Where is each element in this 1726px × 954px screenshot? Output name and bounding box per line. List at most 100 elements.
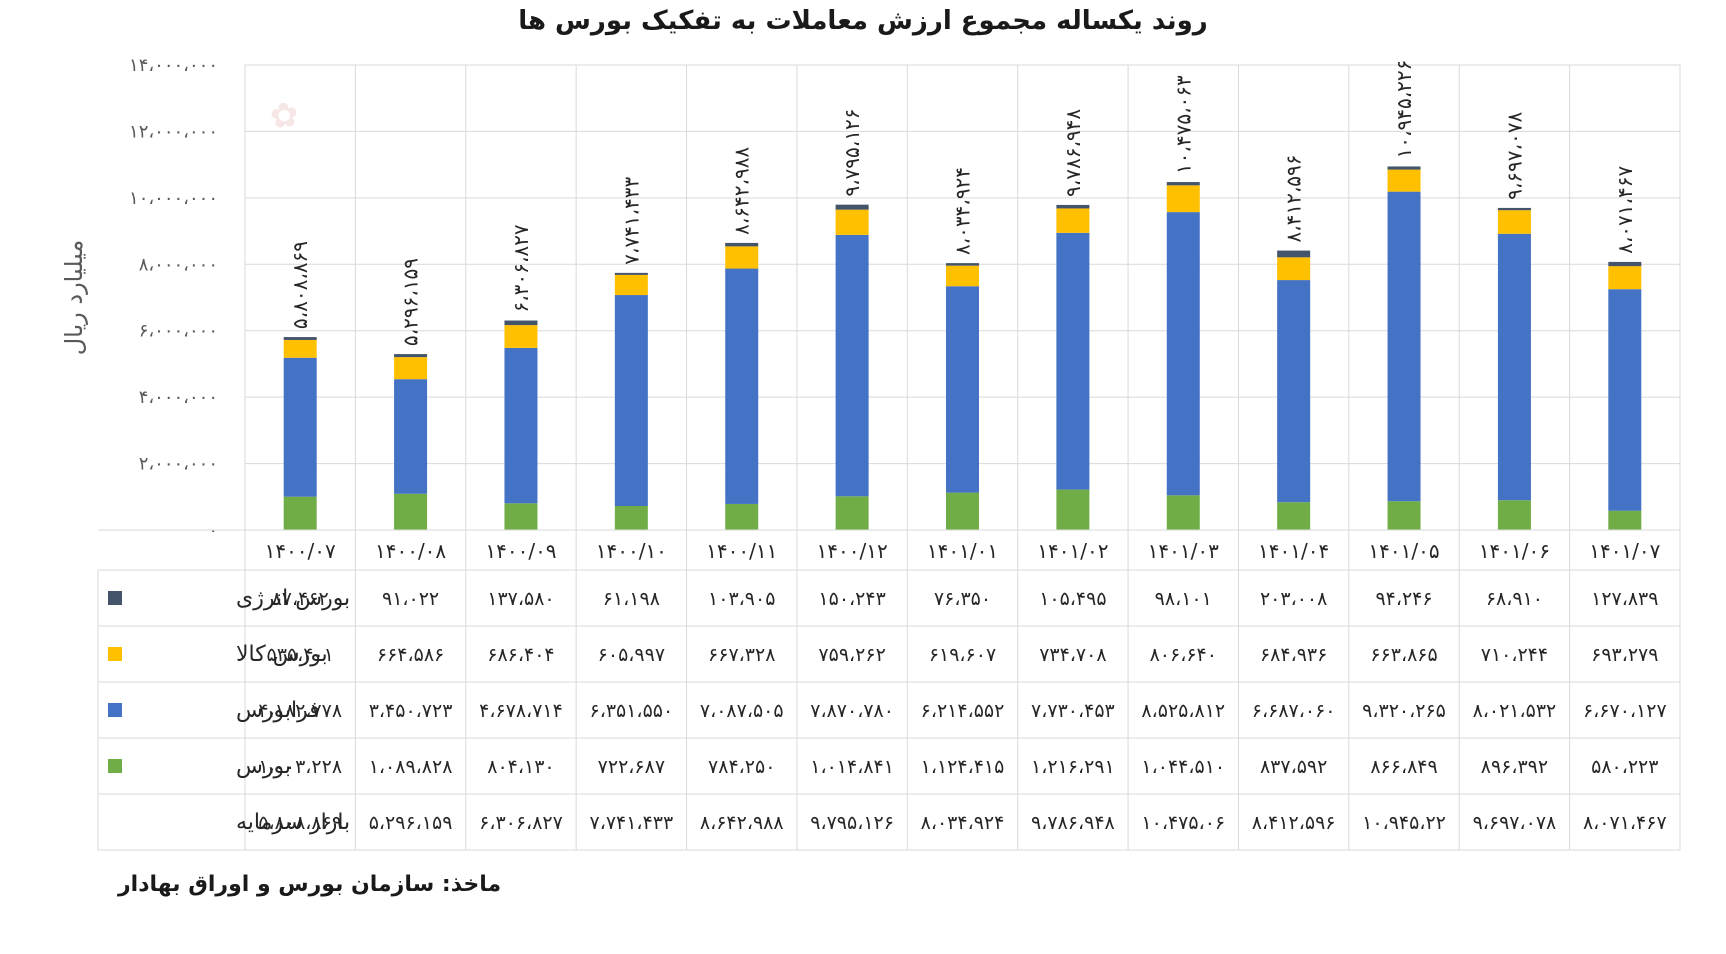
table-cell: ۸۹۶،۳۹۲ <box>1481 756 1548 778</box>
bar-segment <box>946 286 979 493</box>
table-cell: ۱،۰۰۳،۲۲۸ <box>258 756 342 778</box>
table-cell: ۹۴،۲۴۶ <box>1375 588 1432 610</box>
bar-segment <box>1166 495 1200 530</box>
bar-segment <box>725 503 759 530</box>
bar-segment <box>1497 500 1531 530</box>
table-cell: ۱۰۵،۴۹۵ <box>1039 588 1106 610</box>
chart-title: روند یکساله مجموع ارزش معاملات به تفکیک … <box>518 6 1208 36</box>
table-cell: ۱،۱۲۴،۴۱۵ <box>921 756 1005 778</box>
x-tick-label: ۱۴۰۰/۱۰ <box>596 539 667 563</box>
y-tick-label: ۲،۰۰۰،۰۰۰ <box>139 454 218 475</box>
table-cell: ۶،۶۸۷،۰۶۰ <box>1252 700 1336 722</box>
bar-segment <box>835 204 869 210</box>
table-cell: ۶۱،۱۹۸ <box>603 588 660 610</box>
table-cell: ۶۶۷،۳۲۸ <box>708 644 775 666</box>
table-cell: ۱۰،۴۷۵،۰۶ <box>1141 812 1225 834</box>
x-tick-label: ۱۴۰۱/۰۳ <box>1148 539 1219 563</box>
table-cell: ۹،۶۹۷،۰۷۸ <box>1473 812 1557 834</box>
bar-segment <box>1387 191 1421 502</box>
table-cell: ۶۰۵،۹۹۷ <box>598 644 665 666</box>
bar-total-label: ۸،۴۱۲،۵۹۶ <box>1282 154 1306 242</box>
bar-total-label: ۹،۷۸۶،۹۴۸ <box>1061 109 1085 197</box>
table-cell: ۷،۰۸۷،۵۰۵ <box>700 700 784 722</box>
bar-segment <box>614 274 648 296</box>
table-cell: ۱،۰۱۴،۸۴۱ <box>810 756 894 778</box>
table-cell: ۸،۵۲۵،۸۱۲ <box>1141 700 1225 722</box>
table-cell: ۶۸،۹۱۰ <box>1486 588 1543 610</box>
table-cell: ۱۲۷،۸۳۹ <box>1591 588 1658 610</box>
bar-segment <box>1608 510 1642 530</box>
x-tick-label: ۱۴۰۱/۰۵ <box>1368 539 1439 563</box>
bar-total-label: ۹،۶۹۷،۰۷۸ <box>1502 112 1526 200</box>
bar-segment <box>835 209 869 235</box>
table-cell: ۶۱۹،۶۰۷ <box>929 644 996 666</box>
bar-segment <box>504 503 538 530</box>
bar-segment <box>614 295 648 506</box>
table-cell: ۱۰،۹۴۵،۲۲ <box>1362 812 1446 834</box>
table-cell: ۱،۰۸۹،۸۲۸ <box>369 756 453 778</box>
bar-total-label: ۷،۷۴۱،۴۳۳ <box>619 177 643 265</box>
bar-segment <box>946 263 979 266</box>
table-cell: ۷۵۹،۲۶۲ <box>818 644 885 666</box>
table-cell: ۱،۰۴۴،۵۱۰ <box>1141 756 1225 778</box>
y-tick-label: ۸،۰۰۰،۰۰۰ <box>139 254 218 275</box>
x-tick-label: ۱۴۰۰/۰۸ <box>375 539 446 563</box>
y-tick-label: ۱۰،۰۰۰،۰۰۰ <box>129 188 218 209</box>
x-tick-label: ۱۴۰۰/۱۲ <box>817 539 888 563</box>
bar-segment <box>1497 207 1531 211</box>
table-cell: ۲۰۳،۰۰۸ <box>1260 588 1327 610</box>
bar-segment <box>504 325 538 348</box>
table-cell: ۱۵۰،۲۴۳ <box>818 588 885 610</box>
bar-segment <box>835 234 869 497</box>
bar-segment <box>946 265 979 287</box>
bar-segment <box>946 492 979 530</box>
legend-swatch <box>108 703 122 717</box>
bar-segment <box>1608 261 1642 267</box>
bar-segment <box>1166 185 1200 213</box>
table-cell: ۸،۴۱۲،۵۹۶ <box>1252 812 1336 834</box>
bar-segment <box>283 357 317 497</box>
bar-segment <box>394 379 428 494</box>
bar-segment <box>394 357 428 380</box>
bar-segment <box>1387 501 1421 530</box>
source-note: ماخذ: سازمان بورس و اوراق بهادار <box>118 872 502 897</box>
x-tick-label: ۱۴۰۱/۰۷ <box>1589 539 1660 563</box>
bar-segment <box>725 268 759 504</box>
table-cell: ۸۰۴،۱۳۰ <box>487 756 554 778</box>
bar-segment <box>504 320 538 326</box>
table-cell: ۶،۳۵۱،۵۵۰ <box>589 700 673 722</box>
bar-segment <box>394 493 428 530</box>
bar-segment <box>1056 204 1090 209</box>
table-cell: ۷،۸۷۰،۷۸۰ <box>810 700 894 722</box>
table-row-label: بورس کالا <box>236 642 328 667</box>
x-tick-label: ۱۴۰۱/۰۶ <box>1479 539 1550 563</box>
bar-segment <box>394 354 428 358</box>
table-cell: ۸،۰۳۴،۹۲۴ <box>921 812 1005 834</box>
table-cell: ۹،۷۸۶،۹۴۸ <box>1031 812 1115 834</box>
table-cell: ۱۳۷،۵۸۰ <box>487 588 554 610</box>
bar-total-label: ۱۰،۹۴۵،۲۲۶ <box>1392 60 1416 159</box>
legend-swatch <box>108 591 122 605</box>
table-cell: ۶۶۳،۸۶۵ <box>1370 644 1437 666</box>
table-cell: ۹۸،۱۰۱ <box>1155 588 1212 610</box>
y-tick-label: ۶،۰۰۰،۰۰۰ <box>139 321 218 342</box>
table-cell: ۶۶۴،۵۸۶ <box>377 644 444 666</box>
table-cell: ۷،۷۳۰،۴۵۳ <box>1031 700 1115 722</box>
table-cell: ۷۲۲،۶۸۷ <box>598 756 665 778</box>
table-cell: ۴،۱۸۲،۷۷۸ <box>258 700 342 722</box>
table-cell: ۶۸۴،۹۳۶ <box>1260 644 1327 666</box>
legend-swatch <box>108 759 122 773</box>
table-row-label: بورس انرژی <box>236 586 350 611</box>
legend-swatch <box>108 647 122 661</box>
x-tick-label: ۱۴۰۰/۰۷ <box>265 539 336 563</box>
bar-segment <box>1056 489 1090 530</box>
x-tick-label: ۱۴۰۱/۰۱ <box>927 539 998 563</box>
table-cell: ۶،۲۱۴،۵۵۲ <box>921 700 1005 722</box>
bar-segment <box>1387 169 1421 192</box>
bar-segment <box>1277 250 1311 258</box>
table-cell: ۸۷،۴۶۲ <box>272 588 329 610</box>
y-tick-label: ۴،۰۰۰،۰۰۰ <box>139 387 218 408</box>
bar-segment <box>1497 233 1531 501</box>
bar-total-label: ۵،۸۰۸،۸۶۹ <box>288 241 312 329</box>
table-cell: ۷۳۴،۷۰۸ <box>1039 644 1106 666</box>
